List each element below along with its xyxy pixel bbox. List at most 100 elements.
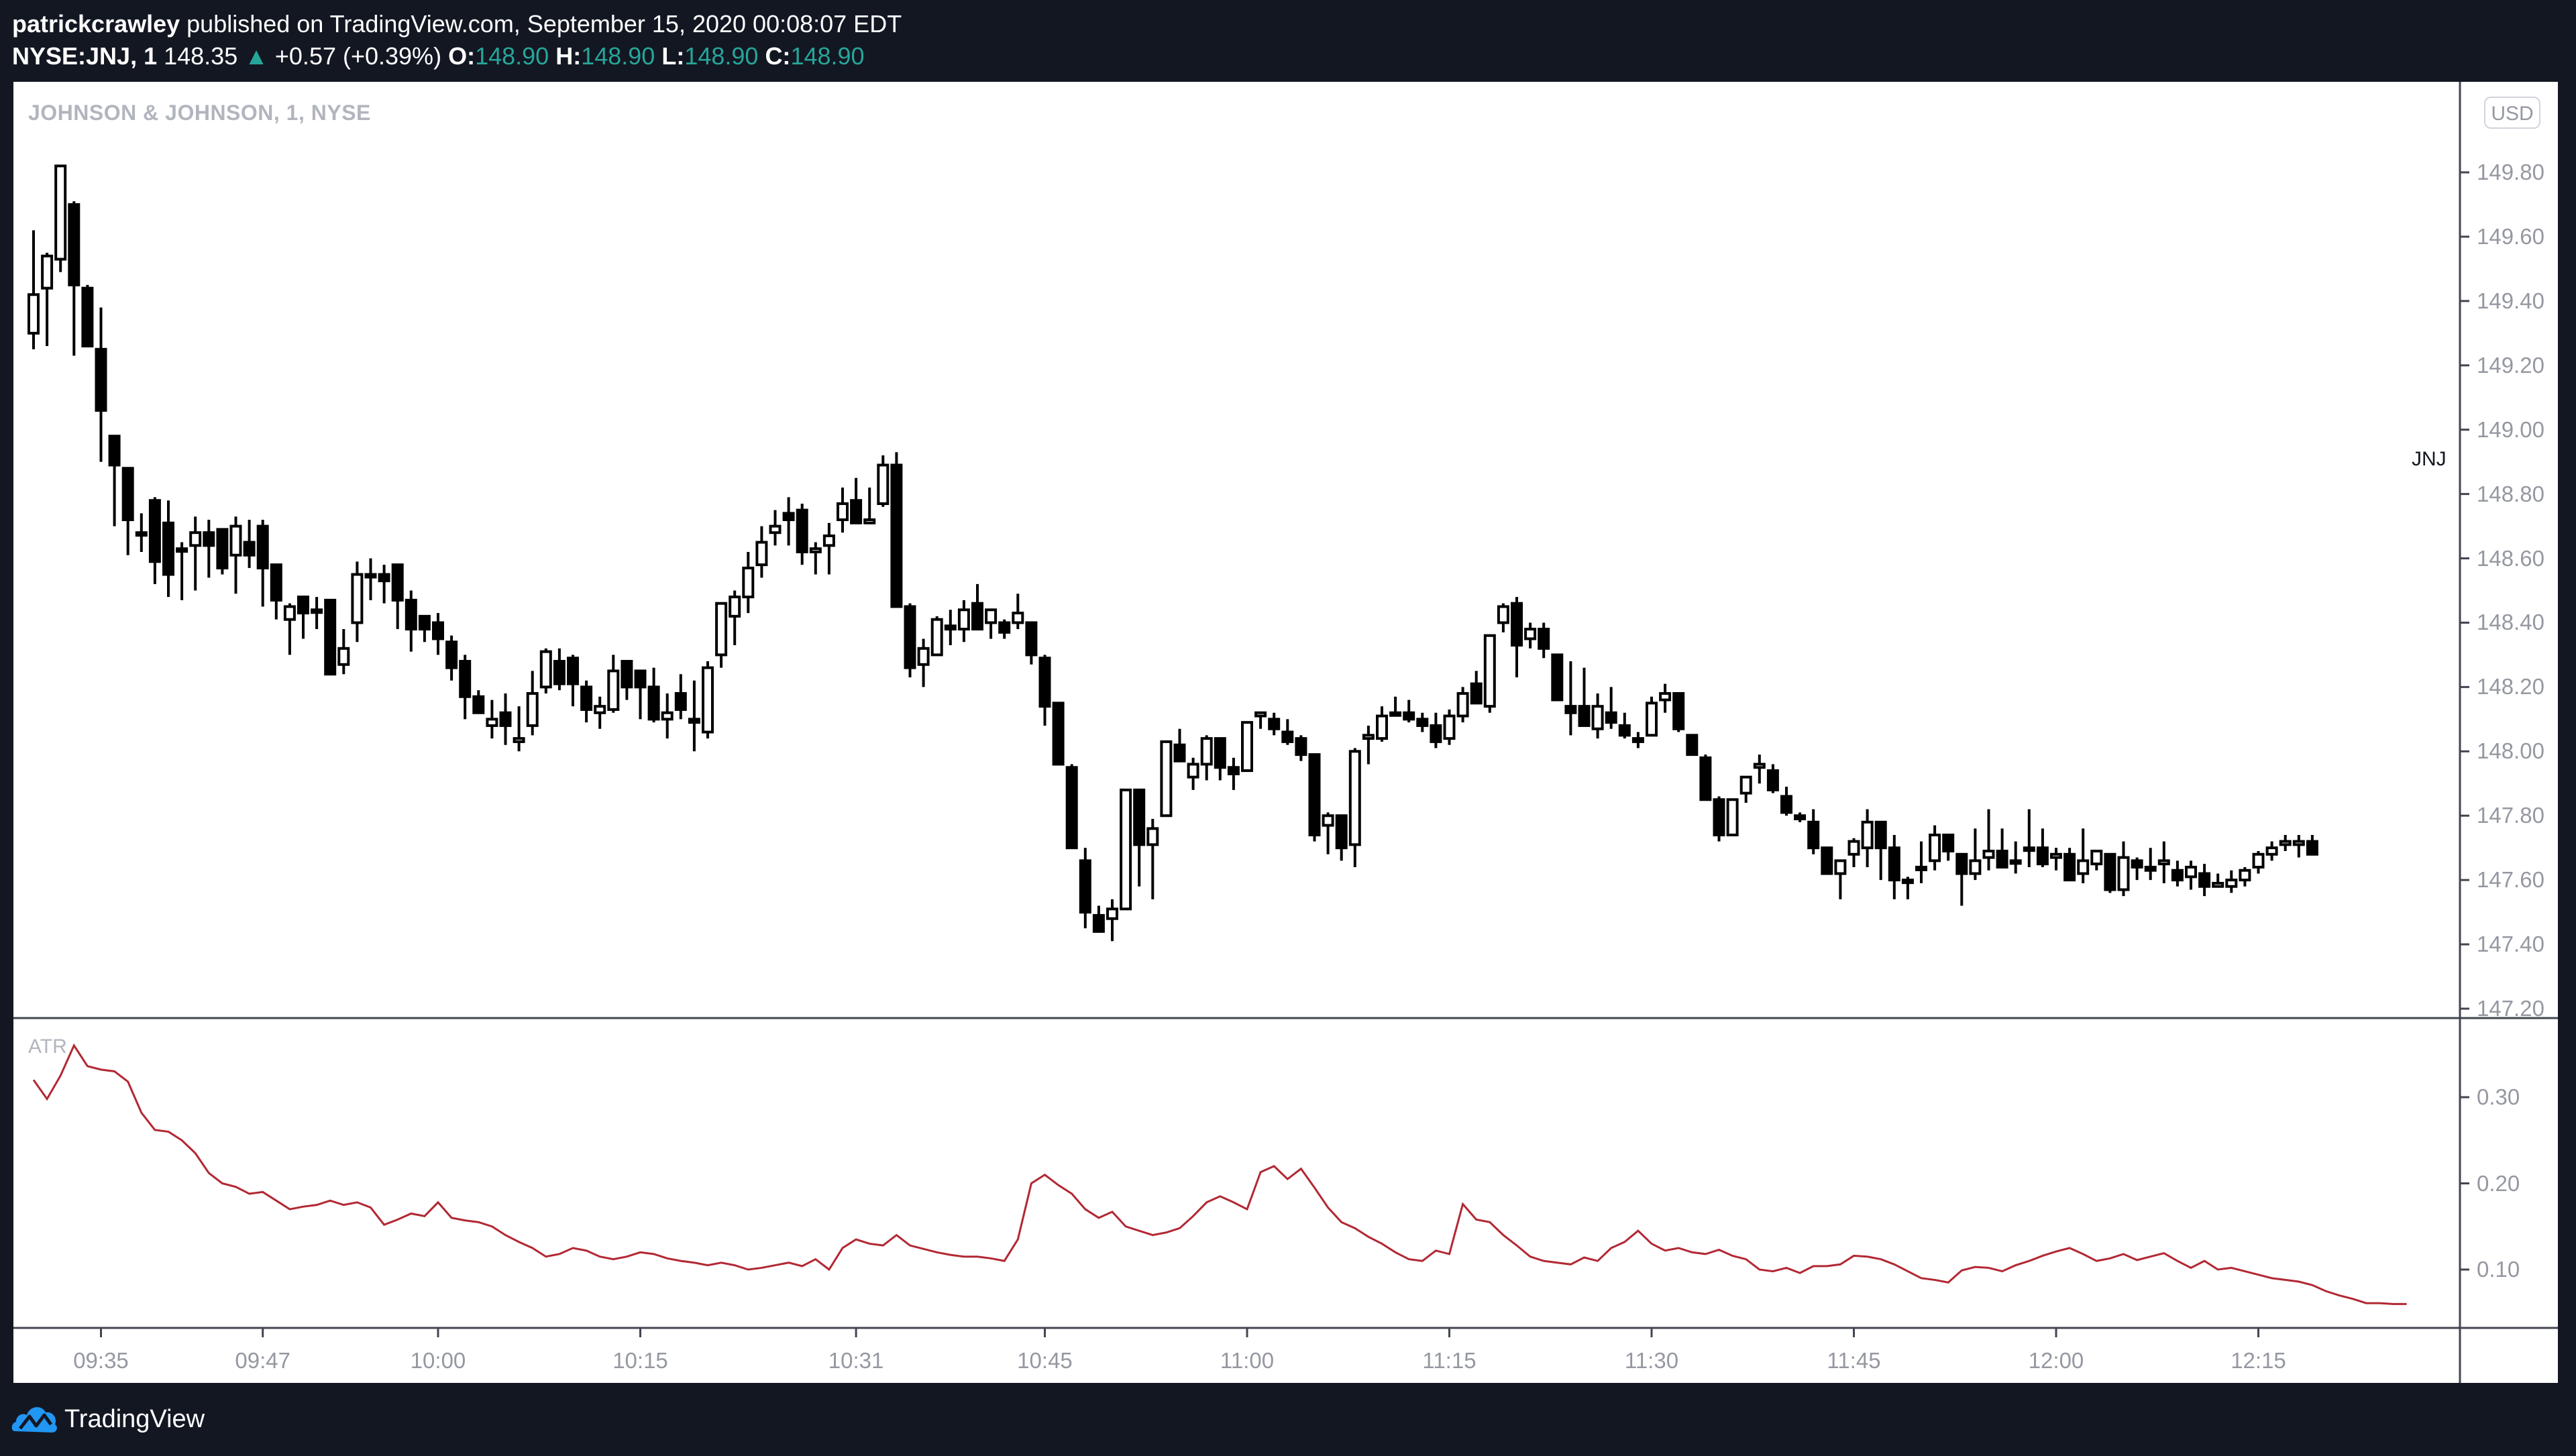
candle[interactable] [1807, 809, 1820, 854]
candle[interactable] [1511, 597, 1523, 677]
candle[interactable] [499, 693, 512, 745]
candle[interactable] [459, 655, 472, 720]
candle[interactable] [1403, 699, 1415, 723]
candle[interactable] [809, 542, 822, 575]
candle[interactable] [2063, 848, 2076, 882]
candle[interactable] [1874, 820, 1887, 881]
candle[interactable] [2279, 835, 2292, 851]
candle[interactable] [1686, 734, 1699, 757]
candle[interactable] [351, 561, 364, 642]
candle[interactable] [1901, 877, 1914, 899]
candle[interactable] [378, 565, 390, 604]
candle[interactable] [1322, 812, 1334, 854]
candle[interactable] [1713, 796, 1725, 842]
candle[interactable] [1969, 828, 1982, 881]
candle[interactable] [1766, 764, 1779, 793]
candle[interactable] [41, 252, 54, 346]
candle[interactable] [1254, 711, 1267, 729]
candle[interactable] [2090, 849, 2103, 871]
tradingview-logo[interactable]: TradingView [11, 1400, 205, 1438]
candle[interactable] [1335, 814, 1348, 861]
candle[interactable] [1227, 757, 1240, 790]
candle[interactable] [2117, 841, 2130, 897]
candle[interactable] [2023, 809, 2035, 867]
candle[interactable] [1699, 754, 1712, 801]
candle[interactable] [445, 635, 458, 681]
candle[interactable] [1146, 819, 1159, 899]
candle[interactable] [1672, 691, 1685, 732]
candle[interactable] [135, 513, 148, 552]
candle[interactable] [1470, 671, 1483, 705]
candle[interactable] [2212, 873, 2224, 888]
candle[interactable] [81, 284, 94, 347]
candle[interactable] [1982, 809, 1995, 871]
candle[interactable] [2252, 850, 2265, 874]
candle[interactable] [1631, 732, 1644, 748]
candle[interactable] [2144, 848, 2157, 881]
candle[interactable] [1052, 702, 1065, 766]
candle[interactable] [957, 600, 970, 642]
candle[interactable] [822, 522, 835, 575]
candle[interactable] [1376, 706, 1388, 742]
candle[interactable] [1106, 899, 1118, 942]
candle[interactable] [1187, 757, 1199, 790]
candle[interactable] [782, 497, 795, 546]
candle[interactable] [229, 516, 242, 594]
candle[interactable] [1847, 838, 1860, 867]
candle[interactable] [567, 655, 579, 707]
candle[interactable] [755, 526, 768, 578]
candle[interactable] [1241, 721, 1253, 773]
candle[interactable] [1173, 728, 1186, 763]
candle[interactable] [863, 488, 876, 524]
candle[interactable] [1200, 735, 1213, 781]
candle[interactable] [203, 519, 215, 578]
candle[interactable] [486, 699, 498, 739]
candle[interactable] [998, 619, 1011, 639]
candle[interactable] [54, 164, 67, 272]
candle[interactable] [1753, 754, 1766, 784]
candle[interactable] [1739, 775, 1752, 803]
candle[interactable] [1605, 687, 1617, 729]
candle[interactable] [2171, 860, 2184, 887]
candle[interactable] [2104, 852, 2116, 893]
candle[interactable] [1955, 852, 1968, 906]
candle[interactable] [256, 519, 269, 607]
candle[interactable] [877, 455, 890, 507]
candle[interactable] [337, 629, 350, 675]
candle[interactable] [1160, 740, 1173, 818]
candle[interactable] [837, 488, 849, 533]
candle[interactable] [1079, 848, 1091, 929]
candle[interactable] [1214, 737, 1226, 781]
candle[interactable] [1996, 828, 2008, 869]
candle[interactable] [1915, 841, 1927, 883]
candle[interactable] [1416, 712, 1429, 732]
candle[interactable] [917, 638, 930, 687]
candle[interactable] [539, 648, 552, 693]
candle[interactable] [526, 671, 539, 736]
candle[interactable] [715, 602, 728, 668]
candle[interactable] [162, 500, 174, 598]
candle[interactable] [1578, 667, 1591, 727]
candle[interactable] [270, 563, 282, 620]
candle[interactable] [850, 478, 863, 524]
candle[interactable] [2036, 828, 2049, 867]
candle[interactable] [2306, 835, 2318, 856]
candle[interactable] [553, 648, 566, 691]
candle[interactable] [1821, 846, 1833, 875]
candle[interactable] [769, 510, 782, 546]
candle[interactable] [1295, 735, 1307, 761]
candle[interactable] [108, 435, 121, 526]
candle[interactable] [1389, 696, 1402, 717]
candle[interactable] [1646, 696, 1658, 737]
candle[interactable] [742, 551, 755, 614]
candle[interactable] [1120, 788, 1132, 911]
candle[interactable] [1726, 798, 1739, 837]
candle[interactable] [661, 693, 674, 739]
candle[interactable] [2077, 828, 2090, 883]
candle[interactable] [1483, 634, 1496, 713]
candle[interactable] [1551, 653, 1564, 702]
candle[interactable] [1281, 719, 1294, 745]
candle[interactable] [28, 230, 40, 349]
candle[interactable] [1861, 809, 1874, 867]
currency-badge[interactable]: USD [2484, 97, 2540, 129]
